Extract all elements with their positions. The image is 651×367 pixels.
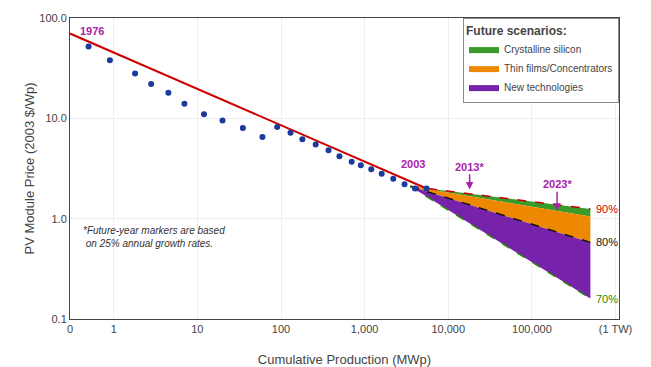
svg-text:New technologies: New technologies bbox=[504, 82, 583, 93]
svg-text:Future scenarios:: Future scenarios: bbox=[466, 24, 567, 38]
svg-text:10,000: 10,000 bbox=[431, 323, 465, 335]
svg-text:*Future-year markers are based: *Future-year markers are based on 25% an… bbox=[83, 225, 225, 249]
svg-text:100: 100 bbox=[272, 323, 290, 335]
svg-text:2003: 2003 bbox=[401, 158, 425, 170]
svg-text:90%: 90% bbox=[596, 203, 618, 215]
svg-text:1.0: 1.0 bbox=[52, 213, 67, 225]
svg-text:10.0: 10.0 bbox=[45, 112, 66, 124]
svg-text:1976: 1976 bbox=[80, 25, 104, 37]
svg-text:PV Module Price (2003 $/Wp): PV Module Price (2003 $/Wp) bbox=[22, 83, 37, 255]
svg-text:100.0: 100.0 bbox=[39, 12, 67, 24]
svg-text:(1 TW): (1 TW) bbox=[599, 323, 632, 335]
svg-text:1,000: 1,000 bbox=[351, 323, 379, 335]
svg-text:80%: 80% bbox=[596, 236, 618, 248]
svg-text:2023*: 2023* bbox=[543, 178, 572, 190]
svg-text:Cumulative Production (MWp): Cumulative Production (MWp) bbox=[258, 352, 431, 367]
svg-text:Crystalline silicon: Crystalline silicon bbox=[504, 44, 581, 55]
svg-text:2013*: 2013* bbox=[455, 161, 484, 173]
svg-text:70%: 70% bbox=[596, 293, 618, 305]
svg-text:100,000: 100,000 bbox=[512, 323, 552, 335]
svg-text:10: 10 bbox=[191, 323, 203, 335]
svg-text:0.1: 0.1 bbox=[52, 313, 67, 325]
svg-text:Thin films/Concentrators: Thin films/Concentrators bbox=[504, 63, 612, 74]
svg-text:0: 0 bbox=[67, 323, 73, 335]
svg-text:1: 1 bbox=[111, 323, 117, 335]
